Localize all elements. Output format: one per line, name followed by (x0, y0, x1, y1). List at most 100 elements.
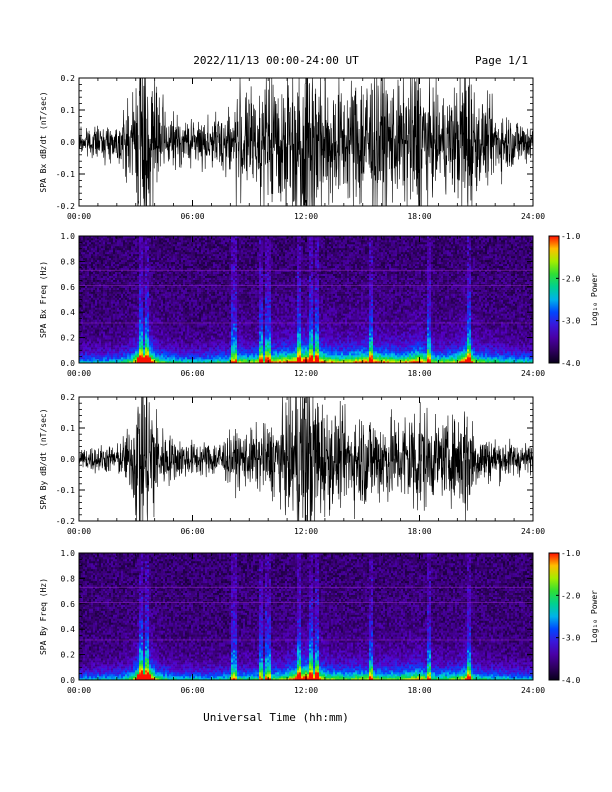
spectrogram-cell (81, 290, 83, 292)
spectrogram-cell (105, 254, 107, 256)
spectrogram-cell (99, 323, 101, 325)
spectrogram-cell (105, 274, 107, 276)
spectrogram-cell (119, 296, 121, 298)
spectrogram-cell (81, 303, 83, 305)
spectrogram-cell (81, 256, 83, 258)
spectrogram-cell (83, 244, 85, 246)
spectrogram-cell (99, 311, 101, 313)
spectrogram-cell (97, 240, 99, 242)
spectrogram-cell (91, 353, 93, 355)
spectrogram-cell (101, 296, 103, 298)
spectrogram-cell (101, 349, 103, 351)
spectrogram-cell (105, 244, 107, 246)
spectrogram-cell (113, 347, 115, 349)
spectrogram-cell (111, 238, 113, 240)
spectrogram-cell (105, 246, 107, 248)
spectrogram-cell (111, 274, 113, 276)
spectrogram-cell (89, 357, 91, 359)
spectrogram-cell (85, 276, 87, 278)
spectrogram-cell (115, 282, 117, 284)
spectrogram-cell (89, 345, 91, 347)
spectrogram-cell (111, 256, 113, 258)
spectrogram-cell (83, 353, 85, 355)
spectrogram-cell (101, 268, 103, 270)
spectrogram-cell (101, 353, 103, 355)
spectrogram-cell (113, 262, 115, 264)
spectrogram-cell (115, 262, 117, 264)
spectrogram-cell (81, 307, 83, 309)
spectrogram-cell (81, 313, 83, 315)
spectrogram-cell (115, 331, 117, 333)
spectrogram-cell (95, 254, 97, 256)
spectrogram-cell (119, 264, 121, 266)
spectrogram-cell (103, 260, 105, 262)
spectrogram-cell (107, 258, 109, 260)
spectrogram-cell (83, 319, 85, 321)
spectrogram-cell (117, 292, 119, 294)
spectrogram-cell (93, 347, 95, 349)
spectrogram-cell (113, 331, 115, 333)
spectrogram-cell (87, 238, 89, 240)
spectrogram-cell (87, 246, 89, 248)
spectrogram-cell (111, 244, 113, 246)
spectrogram-cell (119, 276, 121, 278)
spectrogram-cell (113, 248, 115, 250)
spectrogram-cell (101, 317, 103, 319)
spectrogram-cell (87, 258, 89, 260)
spectrogram-cell (99, 244, 101, 246)
spectrogram-cell (95, 315, 97, 317)
spectrogram-cell (101, 238, 103, 240)
spectrogram-cell (115, 337, 117, 339)
spectrogram-cell (105, 317, 107, 319)
spectrogram-cell (81, 272, 83, 274)
spectrogram-cell (85, 288, 87, 290)
spectrogram-cell (107, 272, 109, 274)
spectrogram-cell (85, 353, 87, 355)
y-tick-label: 0.1 (61, 106, 76, 115)
spectrogram-cell (119, 262, 121, 264)
spectrogram-cell (83, 294, 85, 296)
spectrogram-cell (117, 298, 119, 300)
spectrogram-cell (85, 343, 87, 345)
spectrogram-cell (101, 343, 103, 345)
spectrogram-cell (99, 286, 101, 288)
spectrogram-cell (91, 329, 93, 331)
spectrogram-cell (95, 341, 97, 343)
spectrogram-cell (93, 327, 95, 329)
spectrogram-cell (93, 262, 95, 264)
spectrogram-cell (87, 256, 89, 258)
spectrogram-cell (81, 244, 83, 246)
spectrogram-cell (93, 278, 95, 280)
spectrogram-cell (85, 260, 87, 262)
spectrogram-cell (115, 240, 117, 242)
spectrogram-cell (105, 359, 107, 361)
spectrogram-cell (81, 240, 83, 242)
spectrogram-cell (115, 300, 117, 302)
spectrogram-cell (107, 303, 109, 305)
spectrogram-cell (95, 303, 97, 305)
spectrogram-cell (87, 317, 89, 319)
y-tick-label: -0.1 (56, 170, 75, 179)
spectrogram-cell (105, 264, 107, 266)
spectrogram-cell (85, 300, 87, 302)
spectrogram-cell (107, 292, 109, 294)
spectrogram-cell (85, 303, 87, 305)
spectrogram-cell (101, 286, 103, 288)
spectrogram-cell (107, 282, 109, 284)
spectrogram-cell (117, 339, 119, 341)
x-tick-label: 00:00 (67, 212, 91, 221)
spectrogram-cell (111, 280, 113, 282)
spectrogram-cell (117, 260, 119, 262)
spectrogram-cell (95, 278, 97, 280)
spectrogram-cell (117, 353, 119, 355)
spectrogram-cell (91, 246, 93, 248)
spectrogram-cell (101, 266, 103, 268)
spectrogram-cell (97, 353, 99, 355)
spectrogram-cell (91, 337, 93, 339)
spectrogram-cell (97, 327, 99, 329)
spectrogram-cell (111, 292, 113, 294)
spectrogram-cell (93, 288, 95, 290)
spectrogram-cell (99, 288, 101, 290)
spectrogram-cell (89, 327, 91, 329)
spectrogram-cell (115, 280, 117, 282)
